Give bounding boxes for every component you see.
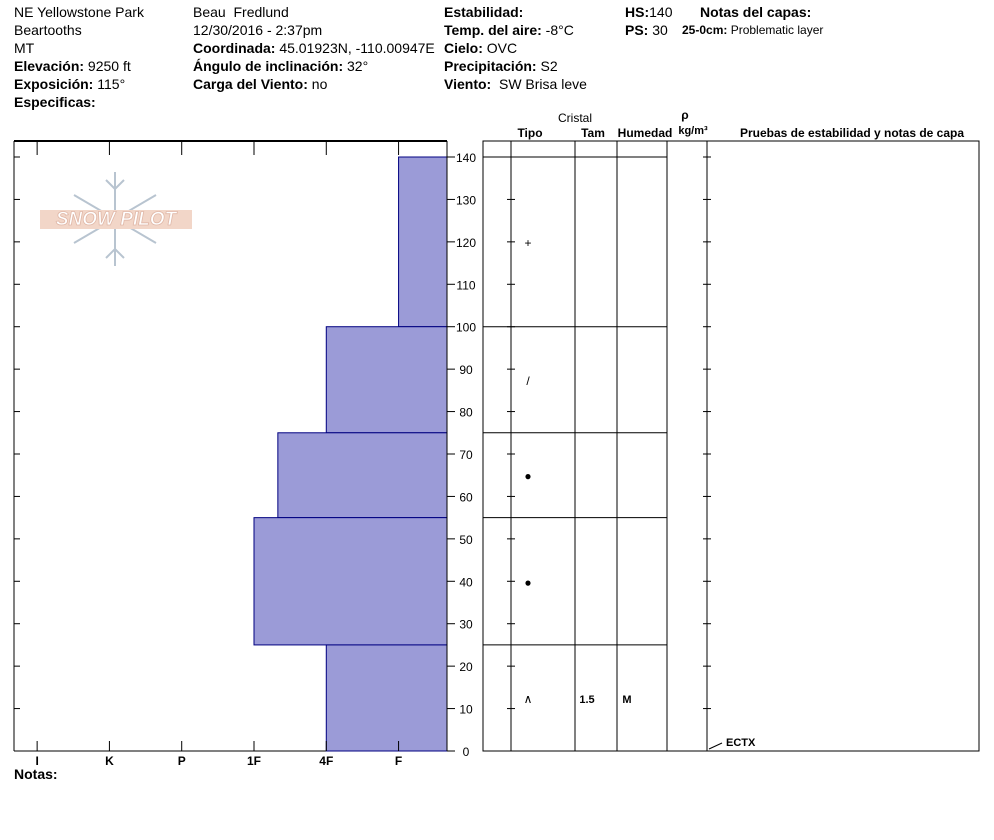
stability: Estabilidad: <box>444 4 523 20</box>
test-label: ECTX <box>726 737 756 749</box>
hardness-tick-label: P <box>178 754 186 768</box>
site-range: Beartooths <box>14 22 82 38</box>
header-density-unit: kg/m³ <box>678 125 708 137</box>
test-arrow <box>708 742 723 750</box>
depth-tick-label: 140 <box>456 151 476 165</box>
grain-type: ● <box>524 575 531 589</box>
elevation: Elevación: 9250 ft <box>14 58 131 74</box>
date: 12/30/2016 - 2:37pm <box>193 22 322 38</box>
value: 32° <box>347 58 368 74</box>
depth-tick-label: 10 <box>459 703 473 717</box>
hardness-bar <box>277 432 448 519</box>
depth-tick-label: 60 <box>459 490 473 504</box>
ps: PS: 30 <box>625 22 668 38</box>
label: Elevación: <box>14 58 84 74</box>
depth-tick-label: 90 <box>459 363 473 377</box>
grain-type: / <box>526 374 530 388</box>
value: 9250 ft <box>88 58 131 74</box>
hardness-tick-label: 1F <box>247 754 261 768</box>
logo-text: SNOW PILOT <box>56 209 178 230</box>
hardness-bar <box>325 644 448 752</box>
grain-type: ∧ <box>524 692 533 706</box>
hardness-bar <box>398 156 448 328</box>
depth-tick-label: 50 <box>459 533 473 547</box>
header-tests: Pruebas de estabilidad y notas de capa <box>740 126 964 140</box>
value: S2 <box>540 58 557 74</box>
grain-size: 1.5 <box>579 694 594 706</box>
wind-load: Carga del Viento: no <box>193 76 328 92</box>
value: SW Brisa leve <box>499 76 587 92</box>
site-state: MT <box>14 40 35 56</box>
coordinates: Coordinada: 45.01923N, -110.00947E <box>193 40 435 56</box>
label: Precipitación: <box>444 58 537 74</box>
hs: HS:140 <box>625 4 673 20</box>
sky: Cielo: OVC <box>444 40 517 56</box>
moisture: M <box>622 694 631 706</box>
hardness-bar <box>253 517 448 646</box>
value: OVC <box>487 40 517 56</box>
aspect: Exposición: 115° <box>14 76 125 92</box>
range: 25-0cm: <box>682 23 727 37</box>
hardness-tick-label: K <box>105 754 114 768</box>
hardness-tick-label: I <box>35 754 38 768</box>
value: -8°C <box>546 22 574 38</box>
depth-tick-label: 80 <box>459 406 473 420</box>
value: 140 <box>649 4 673 20</box>
label: Viento: <box>444 76 491 92</box>
depth-tick-label: 30 <box>459 618 473 632</box>
air-temp: Temp. del aire: -8°C <box>444 22 574 38</box>
depth-tick-label: 130 <box>456 193 476 207</box>
depth-tick-label: 120 <box>456 236 476 250</box>
depth-tick-label: 40 <box>459 575 473 589</box>
specifics: Especificas: <box>14 94 96 110</box>
header-density: ρ <box>681 108 688 122</box>
depth-tick-label: 100 <box>456 321 476 335</box>
value: 45.01923N, -110.00947E <box>279 40 434 56</box>
hardness-tick-label: F <box>395 754 402 768</box>
label: Ángulo de inclinación: <box>193 58 343 74</box>
layer-notes-label: Notas del capas: <box>700 4 811 20</box>
label: Temp. del aire: <box>444 22 542 38</box>
logo <box>40 172 192 266</box>
layer-note: 25-0cm: Problematic layer <box>682 23 823 37</box>
wind: Viento: SW Brisa leve <box>444 76 587 92</box>
value: 30 <box>652 22 668 38</box>
hardness-bar <box>325 326 448 434</box>
grain-type: + <box>524 236 531 250</box>
depth-tick-label: 0 <box>463 745 470 759</box>
depth-tick-label: 20 <box>459 660 473 674</box>
observer: Beau Fredlund <box>193 4 289 20</box>
label: Carga del Viento: <box>193 76 308 92</box>
label: Coordinada: <box>193 40 275 56</box>
layer-table-frame <box>482 140 980 752</box>
label: PS: <box>625 22 648 38</box>
value: no <box>312 76 328 92</box>
notes-label: Notas: <box>14 766 58 782</box>
text: Problematic layer <box>731 23 824 37</box>
depth-tick-label: 70 <box>459 448 473 462</box>
slope: Ángulo de inclinación: 32° <box>193 58 368 74</box>
label: Exposición: <box>14 76 93 92</box>
grain-type: ● <box>524 469 531 483</box>
label: Cielo: <box>444 40 483 56</box>
header-size: Tam <box>581 126 605 140</box>
precipitation: Precipitación: S2 <box>444 58 558 74</box>
header-crystal: Cristal <box>558 111 592 125</box>
label: HS: <box>625 4 649 20</box>
value: 115° <box>97 76 125 92</box>
hardness-tick-label: 4F <box>319 754 333 768</box>
header-moisture: Humedad <box>618 126 673 140</box>
depth-tick-label: 110 <box>456 278 475 292</box>
site-name: NE Yellowstone Park <box>14 4 145 20</box>
header-type: Tipo <box>517 126 542 140</box>
